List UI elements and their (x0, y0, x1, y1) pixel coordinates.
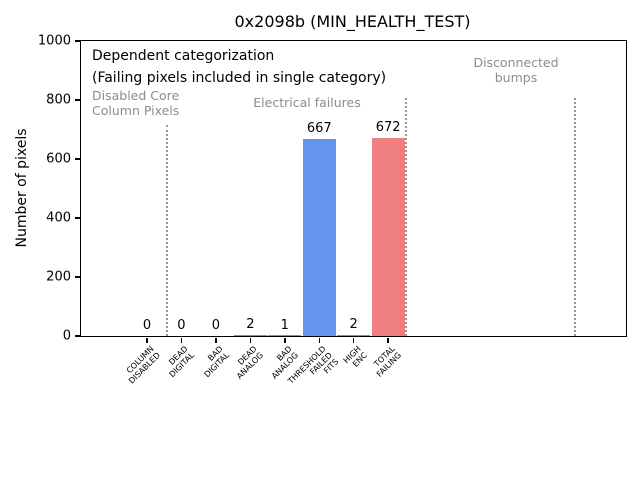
bar-5 (302, 139, 336, 336)
plot-area: 0 200 400 600 800 1000 0 0 0 2 1 667 2 672 COLUMN DI… (38, 34, 627, 386)
bar-value-label: 1 (280, 317, 289, 333)
x-tick-mark (318, 337, 320, 343)
y-axis-label: Number of pixels (14, 128, 30, 248)
x-tick-mark (387, 337, 389, 343)
x-tick-mark (215, 337, 217, 343)
bar-value-label: 2 (246, 317, 255, 333)
bar-6 (337, 335, 371, 336)
bar-value-label: 0 (142, 318, 152, 333)
chart-title: 0x2098b (MIN_HEALTH_TEST) (234, 12, 471, 31)
annotation-dependent-categorization: Dependent categorization (92, 48, 275, 64)
x-tick-mark (249, 337, 252, 343)
y-tick-label: 600 (46, 151, 71, 167)
separator-disabled-region (166, 125, 168, 336)
bar-4 (268, 335, 302, 336)
annotation-disabled-core-column-pixels: Disabled Core Column Pixels (92, 88, 180, 118)
bar-value-label: 0 (177, 318, 186, 333)
bar-3 (233, 335, 267, 336)
bar-7 (371, 137, 405, 336)
x-tick-mark (146, 337, 148, 343)
bar-value-label: 0 (211, 318, 221, 333)
y-tick-mark (74, 335, 80, 337)
x-tick-mark (284, 337, 286, 343)
y-tick-mark (74, 40, 80, 42)
y-tick-label: 1000 (37, 33, 71, 49)
y-tick-mark (74, 99, 80, 101)
y-tick-label: 0 (62, 328, 71, 344)
x-tick-mark (352, 337, 355, 343)
y-tick-mark (74, 158, 80, 160)
y-tick-label: 200 (46, 269, 71, 285)
separator-disconnected-region (574, 98, 576, 336)
y-tick-label: 800 (46, 92, 71, 108)
annotation-disconnected-bumps: Disconnected bumps (473, 55, 559, 85)
bar-value-label: 2 (349, 317, 358, 333)
bar-value-label: 667 (306, 121, 332, 137)
bar-value-label: 672 (375, 119, 401, 135)
x-tick-mark (180, 337, 183, 343)
annotation-failing-pixels-note: (Failing pixels included in single categ… (92, 70, 387, 86)
y-tick-label: 400 (46, 210, 71, 226)
separator-electrical-region (405, 98, 407, 336)
y-tick-mark (74, 217, 80, 219)
y-tick-mark (74, 276, 80, 278)
annotation-electrical-failures: Electrical failures (253, 95, 361, 110)
